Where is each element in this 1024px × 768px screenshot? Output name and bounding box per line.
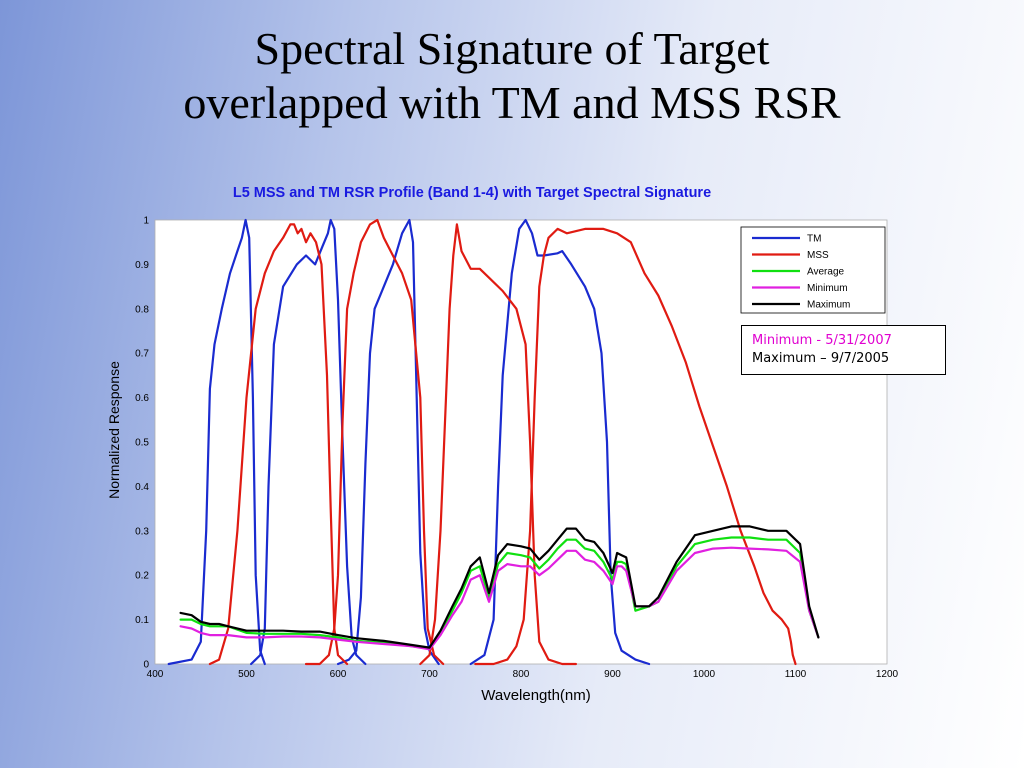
x-tick-label: 800 [513, 669, 530, 680]
series-layer [167, 218, 820, 666]
series-tm-line-1 [167, 218, 266, 666]
legend-label-tm: TM [807, 234, 821, 245]
legend-label-minimum: Minimum [807, 283, 848, 294]
series-mss-line-1 [208, 223, 349, 666]
series-minimum-line-1 [179, 546, 820, 651]
series-mss-line-2 [304, 218, 445, 666]
legend-items: TM MSS Average Minimum Maximum [752, 234, 850, 311]
y-tick-label: 0.9 [135, 260, 149, 271]
y-axis-ticks: 0 0.1 0.2 0.3 0.4 0.5 0.6 0.7 0.8 0.9 1 [135, 216, 149, 671]
annotation-maximum-date: Maximum – 9/7/2005 [752, 351, 890, 366]
series-minimum [179, 546, 820, 651]
x-tick-label: 700 [421, 669, 438, 680]
series-tm-line-2 [250, 218, 367, 666]
series-average-line-1 [179, 536, 820, 650]
series-mss-line-4 [474, 227, 797, 666]
y-tick-label: 0.4 [135, 482, 149, 493]
y-tick-label: 0 [143, 660, 149, 671]
x-tick-label: 500 [238, 669, 255, 680]
x-tick-label: 600 [330, 669, 347, 680]
legend: TM MSS Average Minimum Maximum [740, 226, 886, 314]
y-tick-label: 0.8 [135, 304, 149, 315]
slide-title: Spectral Signature of Target overlapped … [0, 22, 1024, 130]
series-mss-line-3 [419, 223, 577, 666]
legend-label-maximum: Maximum [807, 300, 850, 311]
chart-title: L5 MSS and TM RSR Profile (Band 1-4) wit… [233, 185, 711, 201]
legend-label-mss: MSS [807, 250, 829, 261]
x-tick-label: 1200 [876, 669, 899, 680]
legend-label-average: Average [807, 267, 845, 278]
y-tick-label: 0.5 [135, 438, 149, 449]
series-tm [167, 218, 651, 666]
y-tick-label: 1 [143, 216, 149, 227]
y-tick-label: 0.2 [135, 571, 149, 582]
series-tm-line-3 [336, 218, 440, 666]
series-average [179, 536, 820, 650]
x-tick-label: 1000 [693, 669, 716, 680]
series-maximum [179, 525, 820, 649]
x-tick-label: 1100 [785, 669, 807, 680]
x-tick-label: 900 [604, 669, 621, 680]
y-tick-label: 0.7 [135, 349, 149, 360]
x-axis-ticks: 400 500 600 700 800 900 1000 1100 1200 [147, 669, 899, 680]
series-mss [208, 218, 797, 666]
y-tick-label: 0.6 [135, 393, 149, 404]
slide-title-line-1: Spectral Signature of Target [254, 23, 770, 74]
date-annotation-box: Minimum - 5/31/2007 Maximum – 9/7/2005 [741, 325, 946, 375]
x-axis-label: Wavelength(nm) [481, 687, 590, 704]
y-axis-label: Normalized Response [106, 361, 122, 499]
series-maximum-line-1 [179, 525, 820, 649]
y-tick-label: 0.3 [135, 526, 149, 537]
annotation-minimum-date: Minimum - 5/31/2007 [752, 333, 892, 348]
series-tm-line-4 [469, 218, 651, 666]
y-tick-label: 0.1 [135, 615, 149, 626]
slide-title-line-2: overlapped with TM and MSS RSR [183, 77, 841, 128]
x-tick-label: 400 [147, 669, 164, 680]
